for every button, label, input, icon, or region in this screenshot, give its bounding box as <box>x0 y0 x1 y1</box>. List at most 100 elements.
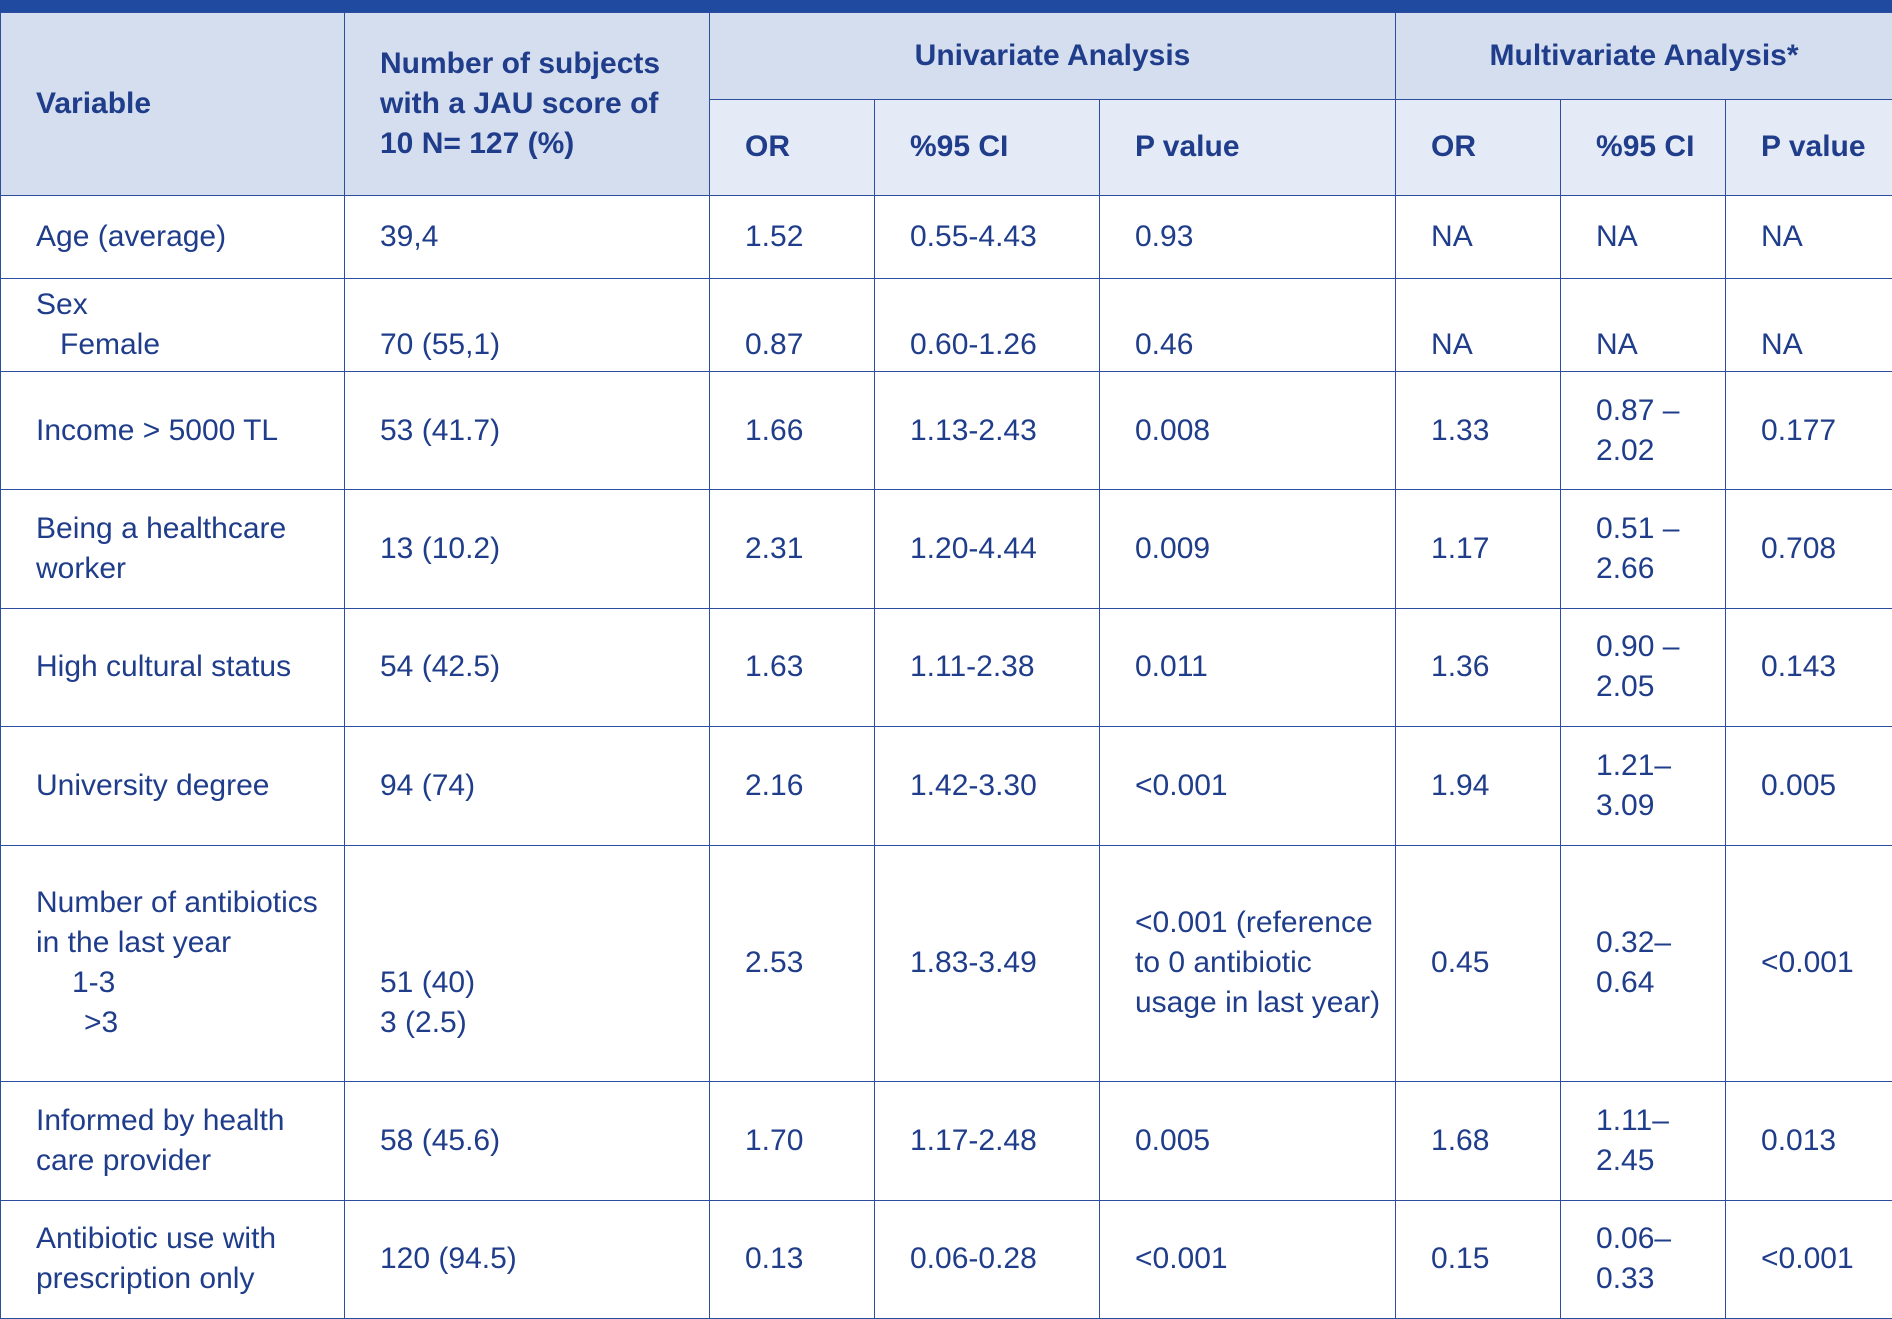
table-row: High cultural status 54 (42.5) 1.63 1.11… <box>0 607 1892 728</box>
ci-line-1: 0.32– <box>1596 926 1672 960</box>
ci-line-1: 0.51 – <box>1596 512 1680 546</box>
univariate-p-value: 0.46 <box>1135 327 1194 361</box>
ci-line-1: 0.90 – <box>1596 630 1680 664</box>
cell-univariate-p: 0.005 <box>1098 1081 1397 1201</box>
table-row: Antibiotic use with prescription only 12… <box>0 1199 1892 1319</box>
cell-multivariate-or: 1.94 <box>1395 726 1562 846</box>
cell-multivariate-p: NA <box>1725 194 1892 279</box>
header-row-2: OR %95 CI P value OR %95 CI P value <box>1 99 1892 196</box>
ci-line-2: 2.45 <box>1596 1143 1655 1177</box>
cell-multivariate-or: 0.45 <box>1395 844 1562 1083</box>
cell-subjects: 94 (74) <box>344 726 710 846</box>
cell-multivariate-ci: 1.11– 2.45 <box>1560 1081 1727 1201</box>
header-multivariate-or: OR <box>1395 99 1562 196</box>
cell-univariate-p: <0.001 (reference to 0 antibiotic usage … <box>1098 844 1397 1083</box>
cell-multivariate-ci: 0.90 – 2.05 <box>1560 607 1727 728</box>
cell-univariate-p: 0.011 <box>1098 607 1397 728</box>
cell-univariate-p: 0.008 <box>1098 371 1397 491</box>
variable-line-2: prescription only <box>36 1262 255 1296</box>
cell-univariate-or: 1.66 <box>709 371 875 491</box>
cell-multivariate-ci: 0.87 – 2.02 <box>1560 371 1727 491</box>
results-table: Variable Number of subjects with a JAU s… <box>0 11 1892 1319</box>
variable-line-2: worker <box>36 552 127 586</box>
variable-line-1: Informed by health <box>36 1103 285 1137</box>
cell-multivariate-p: 0.013 <box>1725 1081 1892 1201</box>
variable-sublabel-2: >3 <box>84 1006 119 1040</box>
cell-multivariate-p: 0.177 <box>1725 371 1892 491</box>
cell-multivariate-p: NA <box>1725 277 1892 373</box>
variable-line-1: Being a healthcare <box>36 512 287 546</box>
ci-line-2: 0.33 <box>1596 1262 1655 1296</box>
cell-variable: University degree <box>0 726 345 846</box>
cell-multivariate-or: NA <box>1395 277 1562 373</box>
cell-variable: Antibiotic use with prescription only <box>0 1199 345 1319</box>
cell-univariate-ci: 1.13-2.43 <box>874 371 1100 491</box>
cell-multivariate-p: 0.143 <box>1725 607 1892 728</box>
cell-univariate-ci: 1.83-3.49 <box>874 844 1100 1083</box>
cell-subjects: 58 (45.6) <box>344 1081 710 1201</box>
table-row: University degree 94 (74) 2.16 1.42-3.30… <box>0 726 1892 846</box>
cell-univariate-or: 2.31 <box>709 489 875 609</box>
cell-univariate-ci: 0.60-1.26 <box>874 277 1100 373</box>
table-row: Being a healthcare worker 13 (10.2) 2.31… <box>0 489 1892 609</box>
cell-subjects: 70 (55,1) <box>344 277 710 373</box>
cell-univariate-ci: 1.20-4.44 <box>874 489 1100 609</box>
cell-subjects: 120 (94.5) <box>344 1199 710 1319</box>
cell-subjects: 54 (42.5) <box>344 607 710 728</box>
cell-univariate-or: 2.16 <box>709 726 875 846</box>
cell-variable: Income > 5000 TL <box>0 371 345 491</box>
cell-multivariate-ci: 0.06– 0.33 <box>1560 1199 1727 1319</box>
variable-line-1: Antibiotic use with <box>36 1222 277 1256</box>
table-row: Number of antibiotics in the last year 1… <box>0 844 1892 1083</box>
cell-univariate-or: 0.13 <box>709 1199 875 1319</box>
multivariate-p-value: NA <box>1761 327 1803 361</box>
table-row: Income > 5000 TL 53 (41.7) 1.66 1.13-2.4… <box>0 371 1892 491</box>
cell-univariate-p: 0.46 <box>1098 277 1397 373</box>
ci-line-2: 2.05 <box>1596 670 1655 704</box>
variable-line-2: in the last year <box>36 926 232 960</box>
cell-variable: High cultural status <box>0 607 345 728</box>
table-row: Informed by health care provider 58 (45.… <box>0 1081 1892 1201</box>
subjects-line-1: 51 (40) <box>380 966 476 1000</box>
cell-multivariate-or: 1.33 <box>1395 371 1562 491</box>
table-row: Sex Female 70 (55,1) 0.87 0.60-1.26 0.46… <box>0 277 1892 373</box>
cell-univariate-ci: 0.06-0.28 <box>874 1199 1100 1319</box>
ci-line-2: 0.64 <box>1596 966 1655 1000</box>
cell-multivariate-ci: 0.51 – 2.66 <box>1560 489 1727 609</box>
variable-sublabel-1: 1-3 <box>72 966 116 1000</box>
subjects-line-2: 3 (2.5) <box>380 1006 467 1040</box>
cell-multivariate-ci: 0.32– 0.64 <box>1560 844 1727 1083</box>
header-multivariate: Multivariate Analysis* <box>1395 11 1892 101</box>
variable-line-1: Number of antibiotics <box>36 886 318 920</box>
ci-line-2: 2.66 <box>1596 552 1655 586</box>
header-univariate-ci: %95 CI <box>874 99 1100 196</box>
cell-variable: Being a healthcare worker <box>0 489 345 609</box>
cell-multivariate-p: 0.005 <box>1725 726 1892 846</box>
cell-univariate-or: 0.87 <box>709 277 875 373</box>
cell-subjects: 51 (40) 3 (2.5) <box>344 844 710 1083</box>
header-univariate-or: OR <box>709 99 875 196</box>
p-line-3: usage in last year) <box>1135 986 1381 1020</box>
cell-univariate-ci: 0.55-4.43 <box>874 194 1100 279</box>
cell-multivariate-or: 1.68 <box>1395 1081 1562 1201</box>
cell-univariate-or: 1.52 <box>709 194 875 279</box>
ci-line-1: 0.87 – <box>1596 393 1680 427</box>
cell-multivariate-ci: 1.21– 3.09 <box>1560 726 1727 846</box>
ci-line-1: 0.06– <box>1596 1222 1672 1256</box>
cell-univariate-ci: 1.11-2.38 <box>874 607 1100 728</box>
cell-variable: Age (average) <box>0 194 345 279</box>
multivariate-or-value: NA <box>1431 327 1473 361</box>
cell-subjects: 53 (41.7) <box>344 371 710 491</box>
cell-multivariate-or: NA <box>1395 194 1562 279</box>
cell-univariate-p: <0.001 <box>1098 726 1397 846</box>
cell-univariate-or: 1.70 <box>709 1081 875 1201</box>
cell-variable: Number of antibiotics in the last year 1… <box>0 844 345 1083</box>
cell-multivariate-or: 0.15 <box>1395 1199 1562 1319</box>
cell-univariate-ci: 1.42-3.30 <box>874 726 1100 846</box>
cell-subjects: 39,4 <box>344 194 710 279</box>
cell-univariate-p: 0.93 <box>1098 194 1397 279</box>
multivariate-ci-value: NA <box>1596 327 1638 361</box>
cell-multivariate-p: <0.001 <box>1725 844 1892 1083</box>
univariate-ci-value: 0.60-1.26 <box>910 327 1037 361</box>
cell-multivariate-ci: NA <box>1560 194 1727 279</box>
